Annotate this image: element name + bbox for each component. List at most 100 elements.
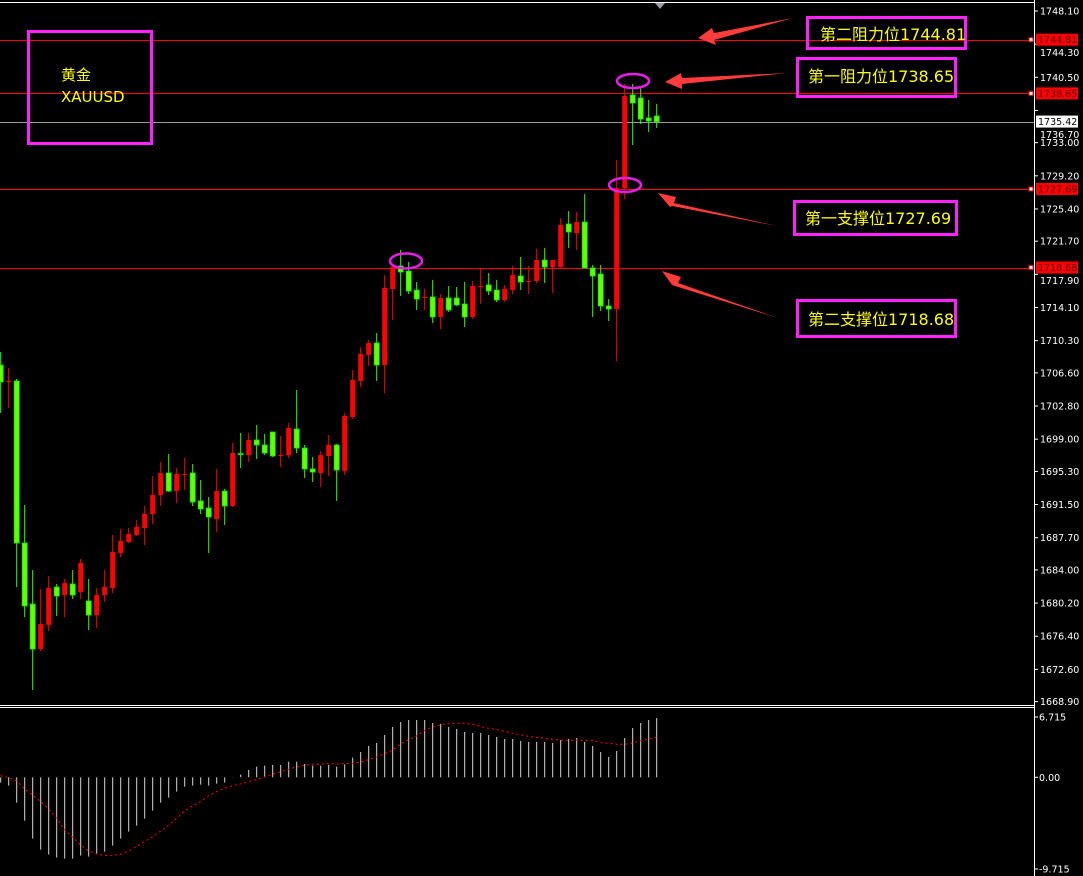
candle-body xyxy=(405,270,412,292)
candle-bullish xyxy=(102,570,108,603)
candle-bearish xyxy=(13,378,20,588)
candle-bearish xyxy=(565,211,572,249)
arrow-icon xyxy=(658,193,777,226)
level-tag-marker xyxy=(1028,90,1034,96)
candle-bearish xyxy=(21,504,28,618)
candle-body xyxy=(550,260,556,268)
candle-body xyxy=(581,221,588,269)
candle-bullish xyxy=(318,451,324,488)
candle-body xyxy=(158,472,164,496)
candle-bullish xyxy=(422,288,428,311)
candle-body xyxy=(118,541,124,554)
candle-bullish xyxy=(438,293,444,330)
candle-bearish xyxy=(373,333,380,381)
candle-body xyxy=(21,542,28,607)
candle-body xyxy=(614,188,620,309)
candle-bullish xyxy=(502,284,508,302)
candle-bearish xyxy=(85,579,92,631)
candle-body xyxy=(478,286,484,288)
candles xyxy=(0,83,660,691)
candle-bearish xyxy=(581,194,588,269)
candle-body xyxy=(470,286,476,317)
candle-bearish xyxy=(237,432,244,469)
candle-body xyxy=(174,474,180,492)
level-tag-label: 1744.81 xyxy=(1038,35,1077,46)
level-tag-label: 1718.68 xyxy=(1038,263,1077,274)
price-tick-label: 1668.90 xyxy=(1040,697,1079,708)
symbol-name: 黄金 xyxy=(61,66,91,84)
candle-body xyxy=(645,117,652,122)
candle-body xyxy=(94,594,100,616)
candle-body xyxy=(110,551,116,589)
candle-bearish xyxy=(629,83,636,146)
candle-body xyxy=(653,115,660,122)
candle-bearish xyxy=(597,265,604,311)
macd-signal-line xyxy=(0,722,657,857)
candle-body xyxy=(574,222,580,234)
candle-body xyxy=(13,380,20,544)
candle-bearish xyxy=(645,100,652,133)
candle-body xyxy=(589,267,596,277)
candle-body xyxy=(558,224,564,268)
candle-bearish xyxy=(309,457,316,482)
scroll-marker-triangle-icon[interactable] xyxy=(655,3,665,9)
candle-body xyxy=(622,96,628,189)
candle-bearish xyxy=(605,299,612,321)
candle-body xyxy=(358,354,364,381)
candle-bullish xyxy=(46,575,52,631)
candle-bullish xyxy=(286,423,292,458)
candle-bullish xyxy=(174,468,180,503)
candle-bullish xyxy=(390,265,396,321)
candle-bearish xyxy=(261,434,268,456)
candle-body xyxy=(301,447,308,470)
price-tick-label: 1710.30 xyxy=(1040,336,1079,347)
candle-body xyxy=(78,562,84,593)
candle-body xyxy=(62,583,68,595)
candle-body xyxy=(517,275,524,283)
current-price-label: 1735.42 xyxy=(1038,117,1077,128)
candle-bullish xyxy=(126,528,132,544)
candle-body xyxy=(629,94,636,104)
candle-body xyxy=(453,297,460,306)
level-tag-marker xyxy=(1028,265,1034,271)
candle-bearish xyxy=(429,280,436,324)
symbol-ticker: XAUUSD xyxy=(61,88,125,106)
candle-body xyxy=(221,490,228,507)
price-tick-label: 1748.10 xyxy=(1040,7,1079,18)
candle-bullish xyxy=(6,367,12,409)
price-tick-label: 1702.80 xyxy=(1040,402,1079,413)
annotation-support-1: 第一支撑位1727.69 xyxy=(805,209,951,228)
price-tick-label: 1676.40 xyxy=(1040,632,1079,643)
candle-bullish xyxy=(110,534,116,593)
arrow-icon xyxy=(665,73,787,89)
annotation-box-support-2 xyxy=(796,299,957,338)
price-tick-label: 1687.70 xyxy=(1040,533,1079,544)
candle-bearish xyxy=(453,286,460,306)
candle-body xyxy=(461,303,468,318)
macd-tick-label: 6.715 xyxy=(1039,713,1066,724)
candle-bullish xyxy=(142,506,148,546)
candle-body xyxy=(326,444,332,456)
candle-bearish xyxy=(413,282,420,311)
candle-body xyxy=(485,284,492,292)
candle-body xyxy=(637,97,644,120)
candle-bullish xyxy=(366,340,372,366)
candle-body xyxy=(413,289,420,300)
candle-bearish xyxy=(517,256,524,291)
level-tag xyxy=(1036,33,1078,46)
candle-body xyxy=(510,275,516,291)
candle-bullish xyxy=(382,275,388,394)
level-tag-label: 1738.65 xyxy=(1038,89,1077,100)
candle-bullish xyxy=(510,265,516,294)
candle-body xyxy=(445,297,452,311)
candle-bearish xyxy=(189,464,196,507)
candle-body xyxy=(502,288,508,300)
price-tick-label: 1733.00 xyxy=(1040,138,1079,149)
candle-bullish xyxy=(478,269,484,304)
candle-bullish xyxy=(38,589,44,652)
macd-axis: 6.715 0.00 -9.715 xyxy=(1034,713,1070,876)
candle-body xyxy=(429,296,436,318)
candle-bearish xyxy=(165,453,172,492)
candle-bullish xyxy=(622,83,628,200)
